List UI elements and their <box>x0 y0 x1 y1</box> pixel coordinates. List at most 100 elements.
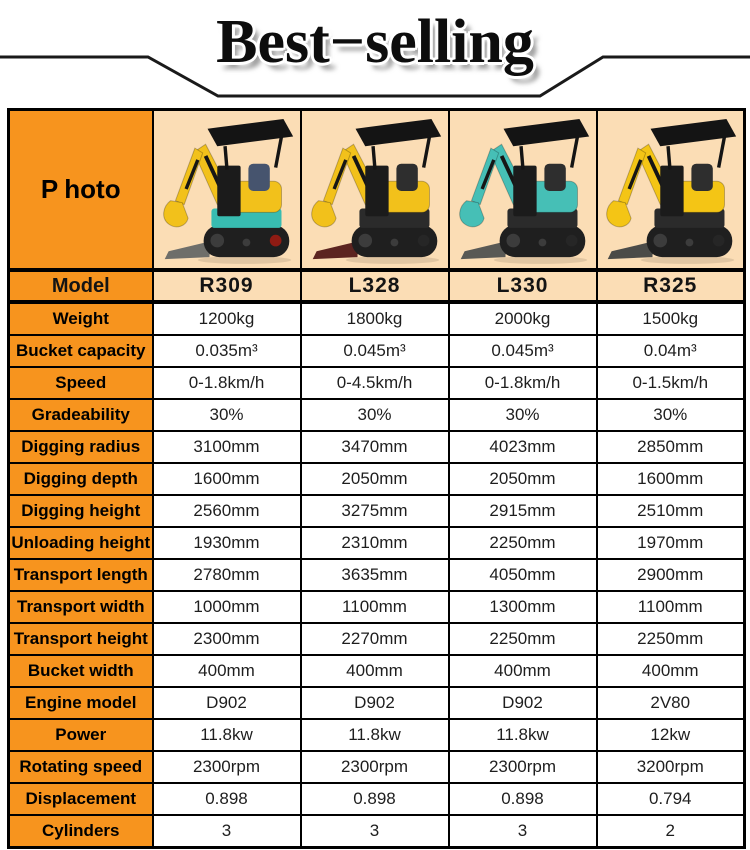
spec-row-label: Digging height <box>7 494 154 528</box>
spec-row-label: Engine model <box>7 686 154 720</box>
spec-value-cell: 1600mm <box>151 462 302 496</box>
photo-cell-r309 <box>151 108 302 271</box>
model-row: Model R309 L328 L330 R325 <box>7 268 746 304</box>
spec-value-cell: 1300mm <box>447 590 598 624</box>
spec-value-cell: 3635mm <box>299 558 450 592</box>
model-name-l328: L328 <box>299 268 450 304</box>
spec-value-cell: 30% <box>447 398 598 432</box>
spec-value-cell: 0.04m³ <box>595 334 746 368</box>
engine-frame <box>512 165 537 217</box>
seat <box>543 163 566 191</box>
spec-row-label: Transport length <box>7 558 154 592</box>
spec-value-cell: 4023mm <box>447 430 598 464</box>
boom-cylinder <box>647 155 665 186</box>
spec-value-cell: 1100mm <box>299 590 450 624</box>
spec-value-cell: D902 <box>447 686 598 720</box>
excavator-image-l328 <box>310 118 441 264</box>
spec-value-cell: 3275mm <box>299 494 450 528</box>
spec-row: Digging height 2560mm 3275mm 2915mm 2510mm <box>7 494 746 528</box>
spec-value-cell: 0.045m³ <box>447 334 598 368</box>
spec-value-cell: D902 <box>151 686 302 720</box>
spec-value-cell: 2 <box>595 814 746 849</box>
model-name-l330: L330 <box>447 268 598 304</box>
spec-value-cell: D902 <box>299 686 450 720</box>
spec-value-cell: 11.8kw <box>299 718 450 752</box>
dozer-blade <box>164 241 209 260</box>
spec-value-cell: 0-4.5km/h <box>299 366 450 400</box>
spec-value-cell: 400mm <box>447 654 598 688</box>
spec-value-cell: 11.8kw <box>151 718 302 752</box>
spec-value-cell: 2300mm <box>151 622 302 656</box>
arm-cylinder <box>184 159 199 190</box>
dozer-blade <box>607 241 653 260</box>
track-hub <box>713 234 725 247</box>
spec-row-label: Cylinders <box>7 814 154 849</box>
spec-value-cell: 1800kg <box>299 301 450 336</box>
spec-row: Rotating speed 2300rpm 2300rpm 2300rpm 3200r… <box>7 750 746 784</box>
spec-row: Digging radius 3100mm 3470mm 4023mm 2850mm <box>7 430 746 464</box>
boom-cylinder <box>203 155 221 186</box>
spec-value-cell: 1500kg <box>595 301 746 336</box>
spec-value-cell: 0.898 <box>299 782 450 816</box>
spec-value-cell: 2510mm <box>595 494 746 528</box>
spec-value-cell: 2250mm <box>447 526 598 560</box>
spec-row: Weight 1200kg 1800kg 2000kg 1500kg <box>7 301 746 336</box>
spec-value-cell: 0.898 <box>447 782 598 816</box>
track-hub <box>417 234 429 247</box>
excavator-image-r325 <box>606 118 737 264</box>
spec-value-cell: 3 <box>299 814 450 849</box>
spec-value-cell: 1930mm <box>151 526 302 560</box>
spec-value-cell: 2300rpm <box>151 750 302 784</box>
spec-value-cell: 0.898 <box>151 782 302 816</box>
spec-row-label: Digging radius <box>7 430 154 464</box>
arm-cylinder <box>480 159 495 190</box>
spec-value-cell: 12kw <box>595 718 746 752</box>
spec-value-cell: 2V80 <box>595 686 746 720</box>
banner: Best−selling <box>0 0 750 108</box>
spec-value-cell: 2050mm <box>299 462 450 496</box>
canopy-roof <box>207 118 293 147</box>
spec-row: Bucket width 400mm 400mm 400mm 400mm <box>7 654 746 688</box>
spec-row: Displacement 0.898 0.898 0.898 0.794 <box>7 782 746 816</box>
canopy-roof <box>355 118 441 147</box>
spec-row: Speed 0-1.8km/h 0-4.5km/h 0-1.8km/h 0-1.5km/… <box>7 366 746 400</box>
photo-cell-r325 <box>595 108 746 271</box>
spec-row-label: Digging depth <box>7 462 154 496</box>
spec-value-cell: 2250mm <box>447 622 598 656</box>
boom-cylinder <box>499 155 517 186</box>
spec-value-cell: 0-1.8km/h <box>151 366 302 400</box>
seat <box>247 163 270 191</box>
engine-frame <box>660 165 684 217</box>
spec-value-cell: 2300rpm <box>299 750 450 784</box>
spec-value-cell: 3 <box>151 814 302 849</box>
spec-value-cell: 2000kg <box>447 301 598 336</box>
spec-value-cell: 2250mm <box>595 622 746 656</box>
spec-value-cell: 2300rpm <box>447 750 598 784</box>
model-name-r325: R325 <box>595 268 746 304</box>
excavator-image-r309 <box>162 118 293 264</box>
spec-value-cell: 0-1.8km/h <box>447 366 598 400</box>
spec-row-label: Transport height <box>7 622 154 656</box>
spec-value-cell: 0-1.5km/h <box>595 366 746 400</box>
spec-value-cell: 0.035m³ <box>151 334 302 368</box>
spec-row: Engine model D902 D902 D902 2V80 <box>7 686 746 720</box>
spec-row: Transport length 2780mm 3635mm 4050mm 2900mm <box>7 558 746 592</box>
spec-row: Power 11.8kw 11.8kw 11.8kw 12kw <box>7 718 746 752</box>
spec-value-cell: 1100mm <box>595 590 746 624</box>
spec-value-cell: 0.794 <box>595 782 746 816</box>
boom-cylinder <box>351 155 369 186</box>
spec-value-cell: 30% <box>299 398 450 432</box>
spec-row: Bucket capacity 0.035m³ 0.045m³ 0.045m³ 0.04… <box>7 334 746 368</box>
spec-row: Gradeability 30% 30% 30% 30% <box>7 398 746 432</box>
track-hub <box>565 234 577 247</box>
spec-value-cell: 2270mm <box>299 622 450 656</box>
spec-value-cell: 1600mm <box>595 462 746 496</box>
spec-row-label: Speed <box>7 366 154 400</box>
spec-row-label: Bucket capacity <box>7 334 154 368</box>
spec-value-cell: 2050mm <box>447 462 598 496</box>
model-row-label: Model <box>7 268 154 304</box>
spec-value-cell: 0.045m³ <box>299 334 450 368</box>
canopy-roof <box>503 118 589 147</box>
page-title: Best−selling <box>216 8 534 76</box>
